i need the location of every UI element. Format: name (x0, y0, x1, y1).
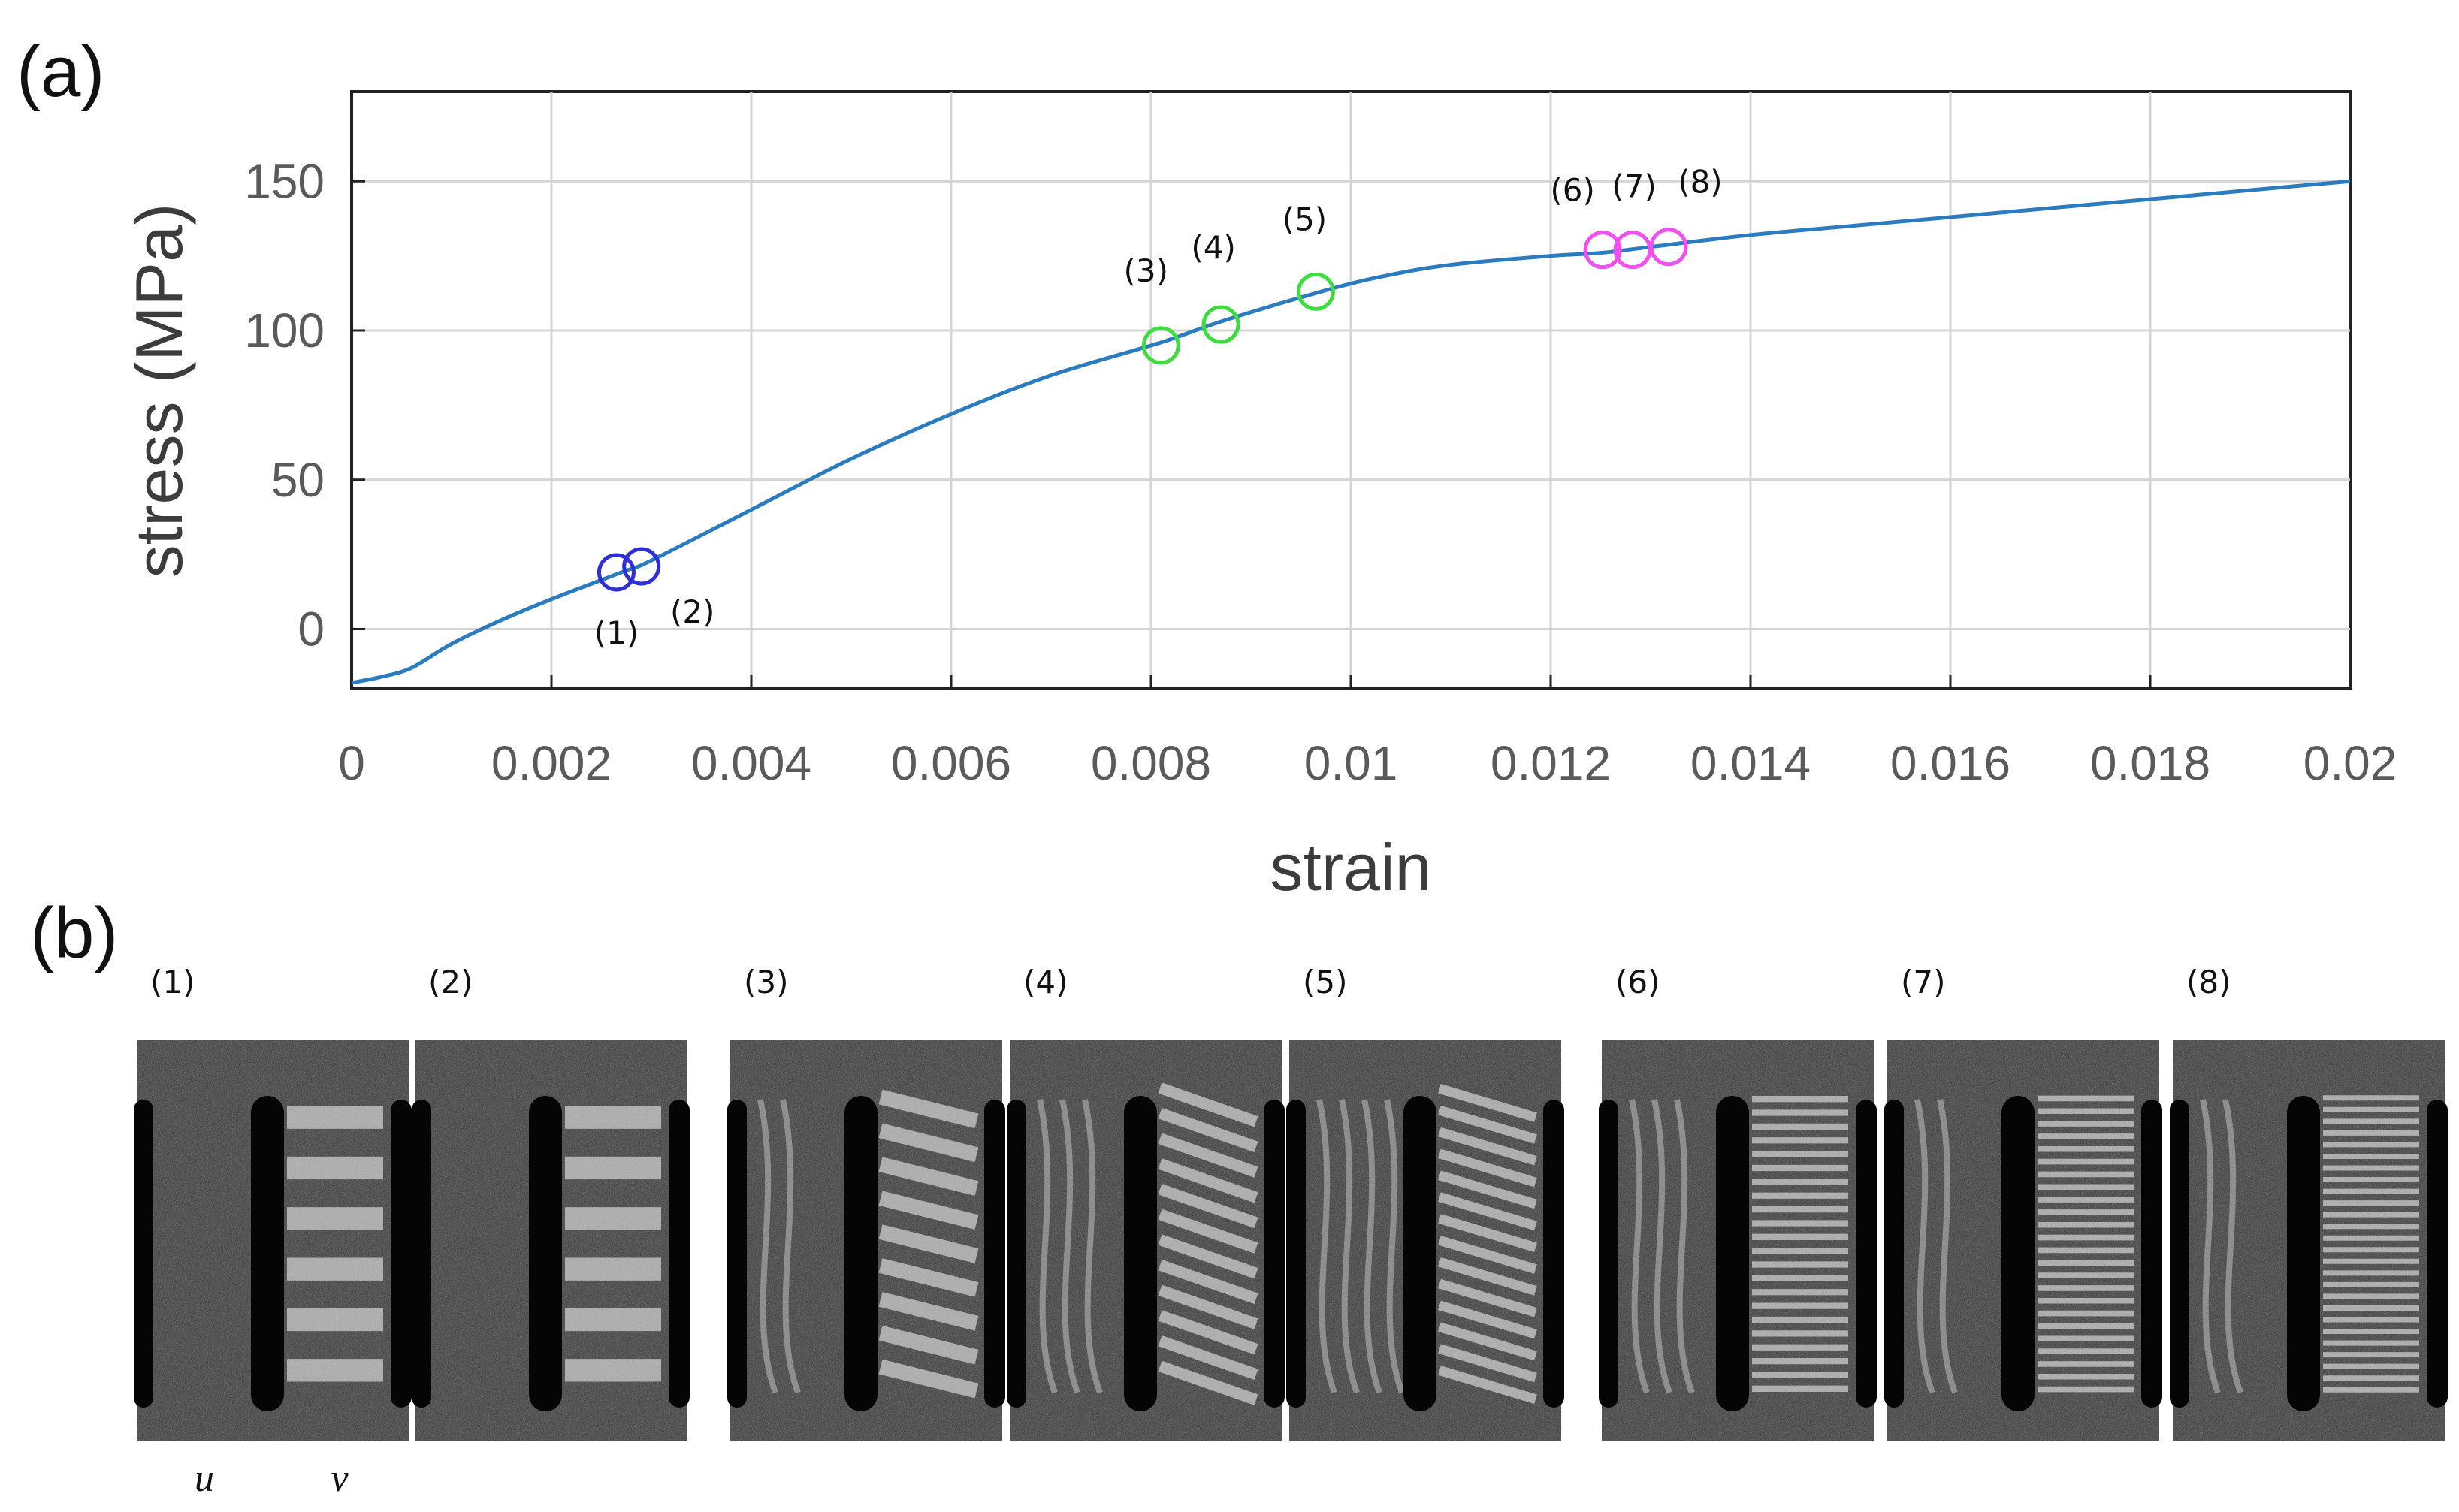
marker-1 (597, 553, 636, 592)
y-tick-label: 100 (244, 303, 325, 358)
v-label: v (331, 1457, 349, 1500)
fringe-panel-label: (2) (428, 964, 473, 1000)
fringe-panel-8: (8) (2170, 964, 2448, 1441)
x-tick-label: 0.018 (2090, 736, 2210, 790)
grid (352, 92, 2350, 689)
x-tick-label: 0.006 (891, 736, 1011, 790)
fringe-panel-label: (4) (1023, 964, 1068, 1000)
center-slot (529, 1096, 562, 1411)
x-tick-label: 0.02 (2303, 736, 2397, 790)
left-slot (2170, 1100, 2189, 1408)
left-slot (412, 1100, 431, 1408)
fringe-panel-label: (1) (150, 964, 195, 1000)
marker-label-8: (8) (1678, 164, 1723, 201)
stress-strain-curve (351, 179, 2351, 685)
marker-3 (1141, 326, 1180, 365)
fringe-panel-2: (2) (412, 964, 690, 1441)
x-tick-label: 0.016 (1890, 736, 2010, 790)
right-slot (669, 1100, 690, 1408)
x-tick-label: 0.012 (1491, 736, 1611, 790)
x-tick-label: 0.002 (491, 736, 612, 790)
right-slot (2427, 1100, 2448, 1408)
y-ticks: 0 50 100 150 (244, 154, 365, 656)
marker-4 (1201, 305, 1240, 344)
right-slot (2141, 1100, 2162, 1408)
x-ticks: 0 0.002 0.004 0.006 0.008 0.01 0.012 0.014 0.016… (338, 675, 2397, 790)
y-tick-label: 0 (298, 602, 325, 656)
fringe-images: (1) (2) (3) (4) (5) (6) (7) (8) (134, 964, 2448, 1441)
x-tick-label: 0.01 (1304, 736, 1398, 790)
fringe-panel-7: (7) (1884, 964, 2162, 1441)
marker-label-5: (5) (1282, 201, 1328, 237)
fringe-panel-3: (3) (727, 964, 1005, 1441)
fringe-panel-label: (5) (1303, 964, 1348, 1000)
marker-label-1: (1) (594, 614, 639, 651)
right-slot (1264, 1100, 1285, 1408)
fringe-panel-4: (4) (1007, 964, 1285, 1441)
x-tick-label: 0 (338, 736, 365, 790)
markers: (1) (2) (3) (4) (5) (6) (7) (8) (594, 164, 1723, 651)
stress-strain-chart: 0 0.002 0.004 0.006 0.008 0.01 0.012 0.014 0.016… (122, 90, 2397, 904)
u-label: u (195, 1457, 214, 1500)
fringe-panel-5: (5) (1286, 964, 1564, 1441)
fringe-panel-label: (7) (1901, 964, 1946, 1000)
fringe-panel-1: (1) (134, 964, 412, 1441)
x-tick-label: 0.008 (1091, 736, 1211, 790)
marker-label-6: (6) (1550, 172, 1595, 209)
fringe-panel-label: (6) (1615, 964, 1660, 1000)
marker-label-2: (2) (670, 593, 715, 630)
marker-6 (1583, 231, 1622, 270)
x-tick-label: 0.004 (691, 736, 811, 790)
panel-a-label: (a) (17, 32, 104, 112)
center-slot (844, 1096, 878, 1411)
panel-b-label: (b) (30, 893, 118, 973)
center-slot (251, 1096, 284, 1411)
marker-5 (1296, 272, 1335, 311)
right-slot (1543, 1100, 1564, 1408)
left-slot (1884, 1100, 1904, 1408)
center-slot (1716, 1096, 1749, 1411)
marker-8 (1649, 228, 1688, 267)
marker-label-3: (3) (1124, 252, 1169, 289)
marker-label-7: (7) (1612, 168, 1657, 205)
y-axis-label: stress (MPa) (122, 204, 196, 578)
left-slot (1286, 1100, 1306, 1408)
right-slot (391, 1100, 412, 1408)
left-slot (134, 1100, 153, 1408)
left-slot (1007, 1100, 1026, 1408)
center-slot (2001, 1096, 2035, 1411)
fringe-panel-label: (8) (2186, 964, 2231, 1000)
fringe-panel-label: (3) (744, 964, 789, 1000)
fringe-panel-6: (6) (1599, 964, 1877, 1441)
right-slot (1856, 1100, 1877, 1408)
x-tick-label: 0.014 (1690, 736, 1811, 790)
marker-2 (622, 547, 661, 586)
left-slot (1599, 1100, 1618, 1408)
center-slot (1124, 1096, 1157, 1411)
y-tick-label: 50 (271, 453, 325, 507)
right-slot (984, 1100, 1005, 1408)
left-slot (727, 1100, 747, 1408)
x-axis-label: strain (1270, 830, 1431, 904)
center-slot (1403, 1096, 1436, 1411)
y-tick-label: 150 (244, 154, 325, 208)
marker-label-4: (4) (1191, 229, 1236, 266)
center-slot (2287, 1096, 2320, 1411)
